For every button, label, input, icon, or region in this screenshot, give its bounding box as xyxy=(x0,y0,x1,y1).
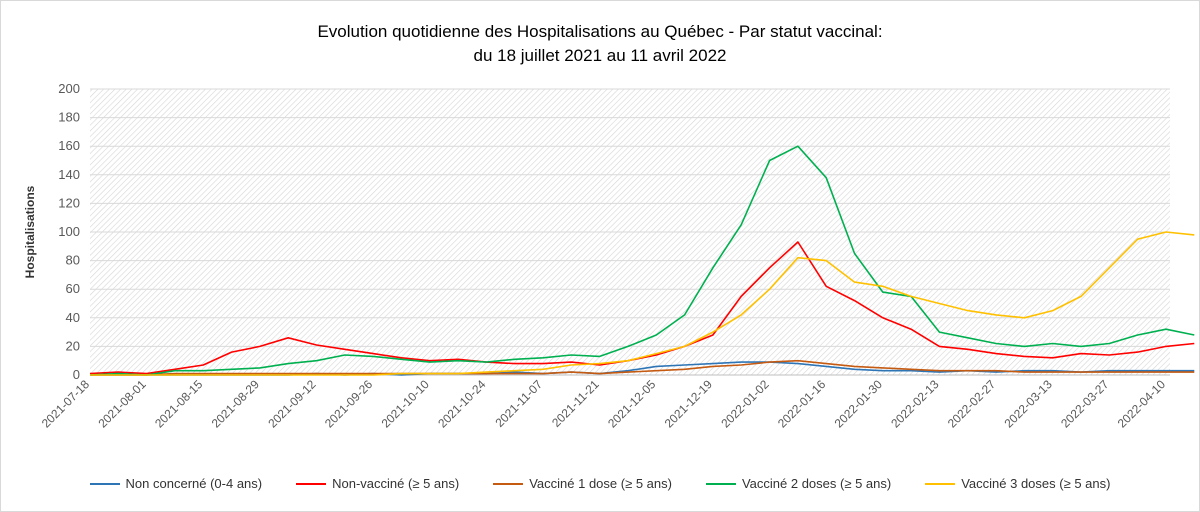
x-tick-label: 2021-10-10 xyxy=(379,377,433,431)
x-tick-label: 2021-07-18 xyxy=(39,377,93,431)
chart-title-line2: du 18 juillet 2021 au 11 avril 2022 xyxy=(473,46,727,65)
x-tick-label: 2021-08-29 xyxy=(209,377,263,431)
legend-swatch xyxy=(493,482,524,485)
x-tick-label: 2021-11-21 xyxy=(549,377,602,430)
x-tick-label: 2022-03-13 xyxy=(1002,377,1056,431)
x-tick-label: 2021-08-15 xyxy=(152,377,206,431)
y-tick-label: 40 xyxy=(66,310,80,325)
legend-label: Non concerné (0-4 ans) xyxy=(125,476,263,491)
legend-label: Vacciné 2 doses (≥ 5 ans) xyxy=(741,476,892,491)
y-tick-label: 80 xyxy=(66,253,80,268)
x-tick-label: 2022-01-16 xyxy=(775,377,829,431)
x-tick-label: 2022-04-10 xyxy=(1115,377,1169,431)
x-tick-label: 2021-09-12 xyxy=(265,377,319,431)
y-tick-label: 140 xyxy=(58,167,80,182)
y-tick-label: 120 xyxy=(58,195,80,210)
legend-swatch xyxy=(925,482,956,485)
y-tick-label: 20 xyxy=(66,338,80,353)
y-tick-label: 60 xyxy=(66,281,80,296)
chart-legend: Non concerné (0-4 ans) Non-vacciné (≥ 5 a… xyxy=(0,476,1200,491)
x-tick-label: 2021-10-24 xyxy=(435,377,489,431)
legend-item: Vacciné 2 doses (≥ 5 ans) xyxy=(705,476,892,491)
legend-item: Vacciné 3 doses (≥ 5 ans) xyxy=(925,476,1110,491)
legend-label: Vacciné 1 dose (≥ 5 ans) xyxy=(529,476,672,491)
y-axis-label: Hospitalisations xyxy=(23,185,37,278)
legend-label: Vacciné 3 doses (≥ 5 ans) xyxy=(961,476,1111,491)
chart-title-line1: Evolution quotidienne des Hospitalisatio… xyxy=(317,22,883,41)
legend-swatch xyxy=(296,482,327,485)
x-tick-label: 2022-03-27 xyxy=(1058,377,1112,431)
legend-swatch xyxy=(89,482,120,485)
legend-item: Non-vacciné (≥ 5 ans) xyxy=(296,476,459,491)
x-tick-label: 2022-01-30 xyxy=(832,377,886,431)
series-line-5 xyxy=(90,231,1195,376)
legend-item: Vacciné 1 dose (≥ 5 ans) xyxy=(493,476,672,491)
series-line-4 xyxy=(89,145,1195,376)
y-tick-label: 0 xyxy=(73,367,80,382)
x-tick-label: 2021-11-07 xyxy=(492,377,545,430)
legend-swatch xyxy=(705,482,736,485)
legend-label: Non-vacciné (≥ 5 ans) xyxy=(332,476,460,491)
x-tick-label: 2022-02-27 xyxy=(945,377,999,431)
x-tick-label: 2021-12-05 xyxy=(605,377,659,431)
x-tick-label: 2022-01-02 xyxy=(718,377,772,431)
x-tick-label: 2022-02-13 xyxy=(888,377,942,431)
legend-item: Non concerné (0-4 ans) xyxy=(89,476,263,491)
y-tick-label: 100 xyxy=(58,224,80,239)
y-tick-label: 200 xyxy=(58,81,80,96)
x-tick-label: 2021-12-19 xyxy=(662,377,716,431)
x-tick-label: 2021-08-01 xyxy=(95,377,149,431)
y-tick-label: 160 xyxy=(58,138,80,153)
series-line-3 xyxy=(90,359,1195,376)
x-tick-label: 2021-09-26 xyxy=(322,377,376,431)
y-tick-label: 180 xyxy=(58,110,80,125)
